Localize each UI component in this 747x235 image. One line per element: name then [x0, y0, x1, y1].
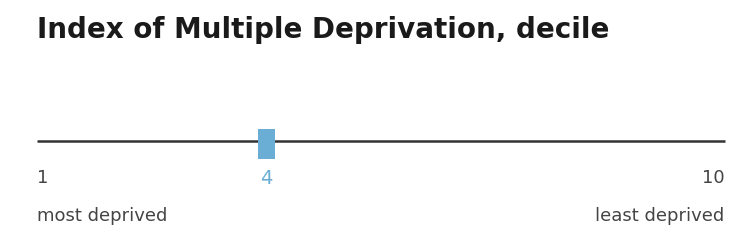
Bar [258, 129, 275, 159]
Text: most deprived: most deprived [37, 207, 168, 225]
Text: 4: 4 [260, 169, 273, 188]
Text: Index of Multiple Deprivation, decile: Index of Multiple Deprivation, decile [37, 16, 610, 44]
Text: least deprived: least deprived [595, 207, 725, 225]
Text: 1: 1 [37, 169, 49, 187]
Text: 10: 10 [702, 169, 725, 187]
